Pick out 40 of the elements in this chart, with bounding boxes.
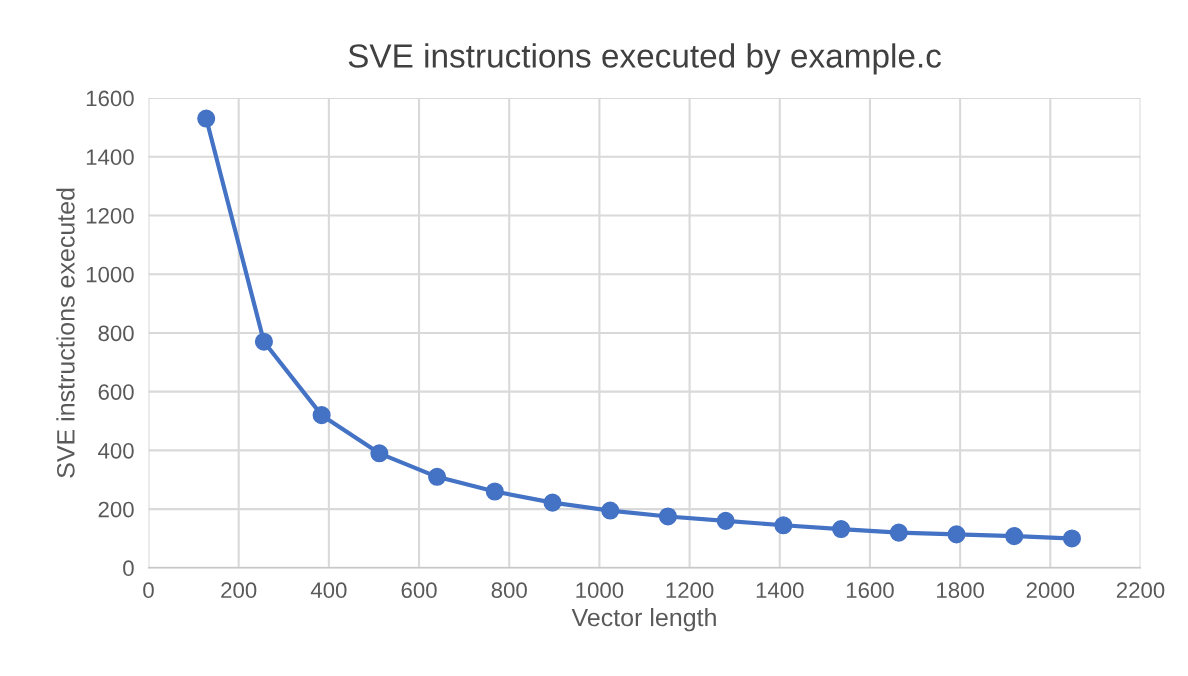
y-tick-label: 600 (98, 384, 134, 400)
x-tick-label: 1400 (756, 582, 804, 599)
x-tick-label: 200 (221, 582, 257, 599)
y-tick-label: 400 (98, 442, 134, 459)
y-axis-title: SVE instructions executed (56, 188, 75, 478)
x-tick-label: 2200 (1116, 582, 1165, 599)
x-tick-label: 1600 (846, 582, 894, 599)
point (1062, 529, 1081, 548)
point (889, 523, 908, 542)
point (254, 332, 273, 351)
x-tick-label: 400 (310, 582, 347, 599)
chart-title: SVE instructions executed by example.c (348, 43, 941, 75)
x-tick-label: 1200 (666, 582, 714, 599)
point (832, 520, 851, 539)
point (428, 467, 447, 486)
point (197, 109, 216, 128)
y-tick-label: 1400 (86, 149, 134, 166)
y-tick-label: 1600 (86, 90, 134, 107)
x-tick-label: 0 (143, 582, 154, 599)
point (947, 525, 966, 544)
x-tick-label: 2000 (1026, 582, 1075, 599)
x-axis-title: Vector length (571, 608, 716, 632)
point (658, 507, 677, 526)
x-tick-label: 1000 (576, 582, 624, 599)
y-tick-label: 1200 (86, 208, 134, 224)
y-tick-label: 0 (123, 560, 134, 577)
point (543, 493, 562, 512)
point (485, 482, 504, 501)
point (601, 501, 620, 520)
point (312, 406, 331, 425)
x-tick-label: 600 (401, 582, 437, 599)
y-tick-label: 800 (98, 325, 134, 342)
x-tick-label: 1800 (937, 582, 984, 599)
point (774, 516, 793, 535)
point (370, 444, 389, 463)
x-tick-label: 800 (491, 582, 527, 599)
point (1005, 527, 1024, 546)
point (716, 511, 735, 530)
y-tick-label: 200 (98, 501, 134, 518)
y-tick-label: 1000 (86, 266, 134, 283)
